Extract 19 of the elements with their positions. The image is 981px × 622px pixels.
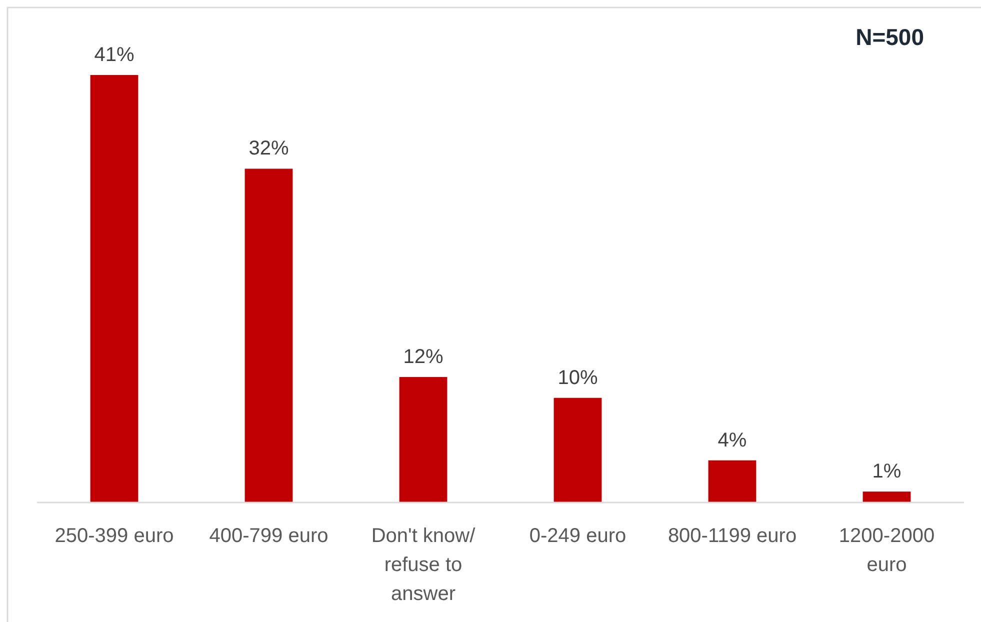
x-tick-label: 400-799 euro <box>209 525 328 547</box>
data-label: 32% <box>248 138 289 160</box>
x-tick-label: 800-1199 euro <box>668 525 797 547</box>
data-label: 1% <box>872 460 902 483</box>
text: N=500 <box>856 24 924 50</box>
bar <box>708 460 756 502</box>
data-label: 12% <box>403 346 444 368</box>
x-tick-label: 1200-2000 euro <box>838 525 935 576</box>
bar <box>554 398 602 502</box>
x-tick-label: Don't know/ refuse to answer <box>371 525 476 605</box>
data-label: 4% <box>718 429 747 452</box>
x-tick-label: 250-399 euro <box>54 525 174 547</box>
bar <box>399 377 448 502</box>
data-label: 41% <box>94 44 134 66</box>
data-label: 10% <box>558 366 598 389</box>
bar <box>862 492 911 502</box>
bar <box>90 75 138 502</box>
x-tick-label: 0-249 euro <box>529 525 626 547</box>
bar <box>244 168 293 502</box>
